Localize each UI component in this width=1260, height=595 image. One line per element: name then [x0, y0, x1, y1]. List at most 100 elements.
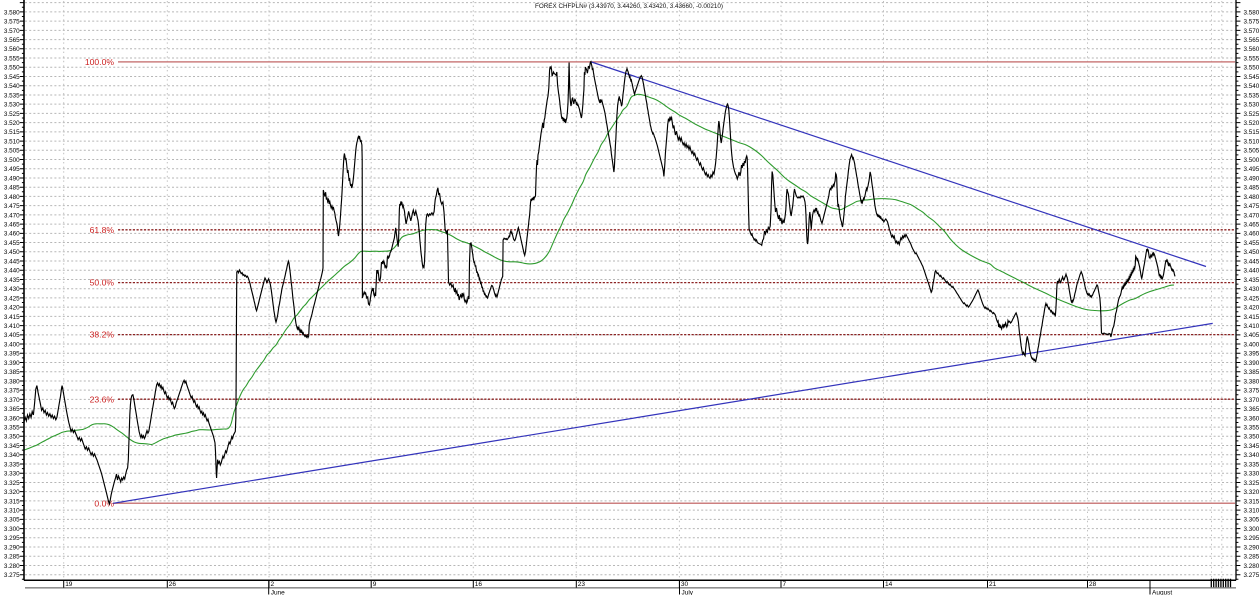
svg-text:7: 7: [783, 581, 787, 588]
svg-text:3.350: 3.350: [1244, 434, 1260, 441]
svg-text:3.380: 3.380: [1244, 378, 1260, 385]
svg-text:3.460: 3.460: [1244, 231, 1260, 238]
svg-text:3.375: 3.375: [4, 388, 20, 395]
svg-text:3.530: 3.530: [4, 102, 20, 109]
svg-text:3.310: 3.310: [1244, 508, 1260, 515]
svg-text:3.545: 3.545: [1244, 74, 1260, 81]
svg-text:3.355: 3.355: [4, 424, 20, 431]
svg-text:3.315: 3.315: [1244, 498, 1260, 505]
svg-text:3.275: 3.275: [1244, 572, 1260, 579]
svg-text:3.485: 3.485: [4, 185, 20, 192]
svg-text:3.280: 3.280: [4, 563, 20, 570]
svg-text:August: August: [1152, 590, 1172, 595]
svg-text:3.310: 3.310: [4, 508, 20, 515]
svg-text:3.385: 3.385: [4, 369, 20, 376]
svg-text:14: 14: [885, 581, 893, 588]
svg-text:3.465: 3.465: [1244, 222, 1260, 229]
svg-text:3.470: 3.470: [4, 212, 20, 219]
svg-text:3.465: 3.465: [4, 222, 20, 229]
svg-text:3.390: 3.390: [4, 360, 20, 367]
svg-text:3.560: 3.560: [4, 46, 20, 53]
svg-text:3.330: 3.330: [1244, 471, 1260, 478]
svg-text:3.525: 3.525: [4, 111, 20, 118]
svg-text:61.8%: 61.8%: [90, 225, 115, 235]
svg-text:3.525: 3.525: [1244, 111, 1260, 118]
svg-text:3.285: 3.285: [4, 554, 20, 561]
svg-text:3.445: 3.445: [1244, 258, 1260, 265]
svg-text:3.570: 3.570: [1244, 28, 1260, 35]
svg-text:3.505: 3.505: [1244, 148, 1260, 155]
svg-text:3.280: 3.280: [1244, 563, 1260, 570]
svg-text:FOREX CHFPLN# (3.43970, 3.4426: FOREX CHFPLN# (3.43970, 3.44260, 3.43420…: [535, 3, 723, 10]
svg-text:3.415: 3.415: [4, 314, 20, 321]
svg-text:3.455: 3.455: [4, 240, 20, 247]
svg-text:3.510: 3.510: [4, 138, 20, 145]
svg-text:3.450: 3.450: [1244, 249, 1260, 256]
svg-text:3.550: 3.550: [4, 65, 20, 72]
svg-text:3.530: 3.530: [1244, 102, 1260, 109]
svg-text:3.460: 3.460: [4, 231, 20, 238]
svg-text:3.520: 3.520: [1244, 120, 1260, 127]
svg-text:3.445: 3.445: [4, 258, 20, 265]
svg-text:3.400: 3.400: [4, 341, 20, 348]
svg-text:3.360: 3.360: [1244, 415, 1260, 422]
svg-text:38.2%: 38.2%: [90, 330, 115, 340]
svg-text:3.340: 3.340: [4, 452, 20, 459]
svg-text:3.480: 3.480: [4, 194, 20, 201]
svg-text:2: 2: [271, 581, 275, 588]
svg-text:3.325: 3.325: [4, 480, 20, 487]
svg-text:3.555: 3.555: [1244, 55, 1260, 62]
svg-text:3.580: 3.580: [1244, 9, 1260, 16]
svg-text:3.370: 3.370: [4, 397, 20, 404]
svg-text:3.320: 3.320: [4, 489, 20, 496]
svg-text:3.565: 3.565: [4, 37, 20, 44]
svg-text:3.545: 3.545: [4, 74, 20, 81]
svg-text:3.510: 3.510: [1244, 138, 1260, 145]
svg-text:June: June: [271, 590, 285, 595]
svg-text:3.370: 3.370: [1244, 397, 1260, 404]
svg-text:3.485: 3.485: [1244, 185, 1260, 192]
svg-text:0.0%: 0.0%: [94, 498, 114, 508]
svg-text:3.535: 3.535: [4, 92, 20, 99]
svg-text:3.335: 3.335: [4, 461, 20, 468]
svg-text:26: 26: [169, 581, 177, 588]
svg-text:3.565: 3.565: [1244, 37, 1260, 44]
svg-text:23: 23: [578, 581, 586, 588]
svg-text:3.305: 3.305: [4, 517, 20, 524]
svg-text:3.410: 3.410: [1244, 323, 1260, 330]
svg-text:3.475: 3.475: [1244, 203, 1260, 210]
svg-text:3.455: 3.455: [1244, 240, 1260, 247]
svg-text:3.575: 3.575: [1244, 19, 1260, 26]
svg-text:3.435: 3.435: [1244, 277, 1260, 284]
svg-text:3.490: 3.490: [4, 175, 20, 182]
svg-text:3.495: 3.495: [1244, 166, 1260, 173]
svg-text:3.355: 3.355: [1244, 424, 1260, 431]
svg-text:3.495: 3.495: [4, 166, 20, 173]
svg-text:3.290: 3.290: [4, 544, 20, 551]
svg-text:3.405: 3.405: [1244, 332, 1260, 339]
svg-text:3.515: 3.515: [4, 129, 20, 136]
svg-text:16: 16: [475, 581, 483, 588]
svg-text:3.425: 3.425: [1244, 295, 1260, 302]
svg-text:3.475: 3.475: [4, 203, 20, 210]
svg-text:3.295: 3.295: [4, 535, 20, 542]
svg-text:3.420: 3.420: [4, 305, 20, 312]
svg-text:3.375: 3.375: [1244, 388, 1260, 395]
svg-text:3.345: 3.345: [4, 443, 20, 450]
svg-text:3.535: 3.535: [1244, 92, 1260, 99]
svg-text:3.335: 3.335: [1244, 461, 1260, 468]
svg-text:3.300: 3.300: [1244, 526, 1260, 533]
svg-text:3.555: 3.555: [4, 55, 20, 62]
svg-text:3.380: 3.380: [4, 378, 20, 385]
svg-text:3.345: 3.345: [1244, 443, 1260, 450]
svg-text:3.415: 3.415: [1244, 314, 1260, 321]
svg-text:3.325: 3.325: [1244, 480, 1260, 487]
svg-text:3.430: 3.430: [4, 286, 20, 293]
svg-text:3.395: 3.395: [1244, 351, 1260, 358]
svg-text:100.0%: 100.0%: [85, 57, 115, 67]
svg-text:3.275: 3.275: [4, 572, 20, 579]
svg-text:3.395: 3.395: [4, 351, 20, 358]
svg-text:3.575: 3.575: [4, 19, 20, 26]
svg-text:3.430: 3.430: [1244, 286, 1260, 293]
svg-text:3.340: 3.340: [1244, 452, 1260, 459]
